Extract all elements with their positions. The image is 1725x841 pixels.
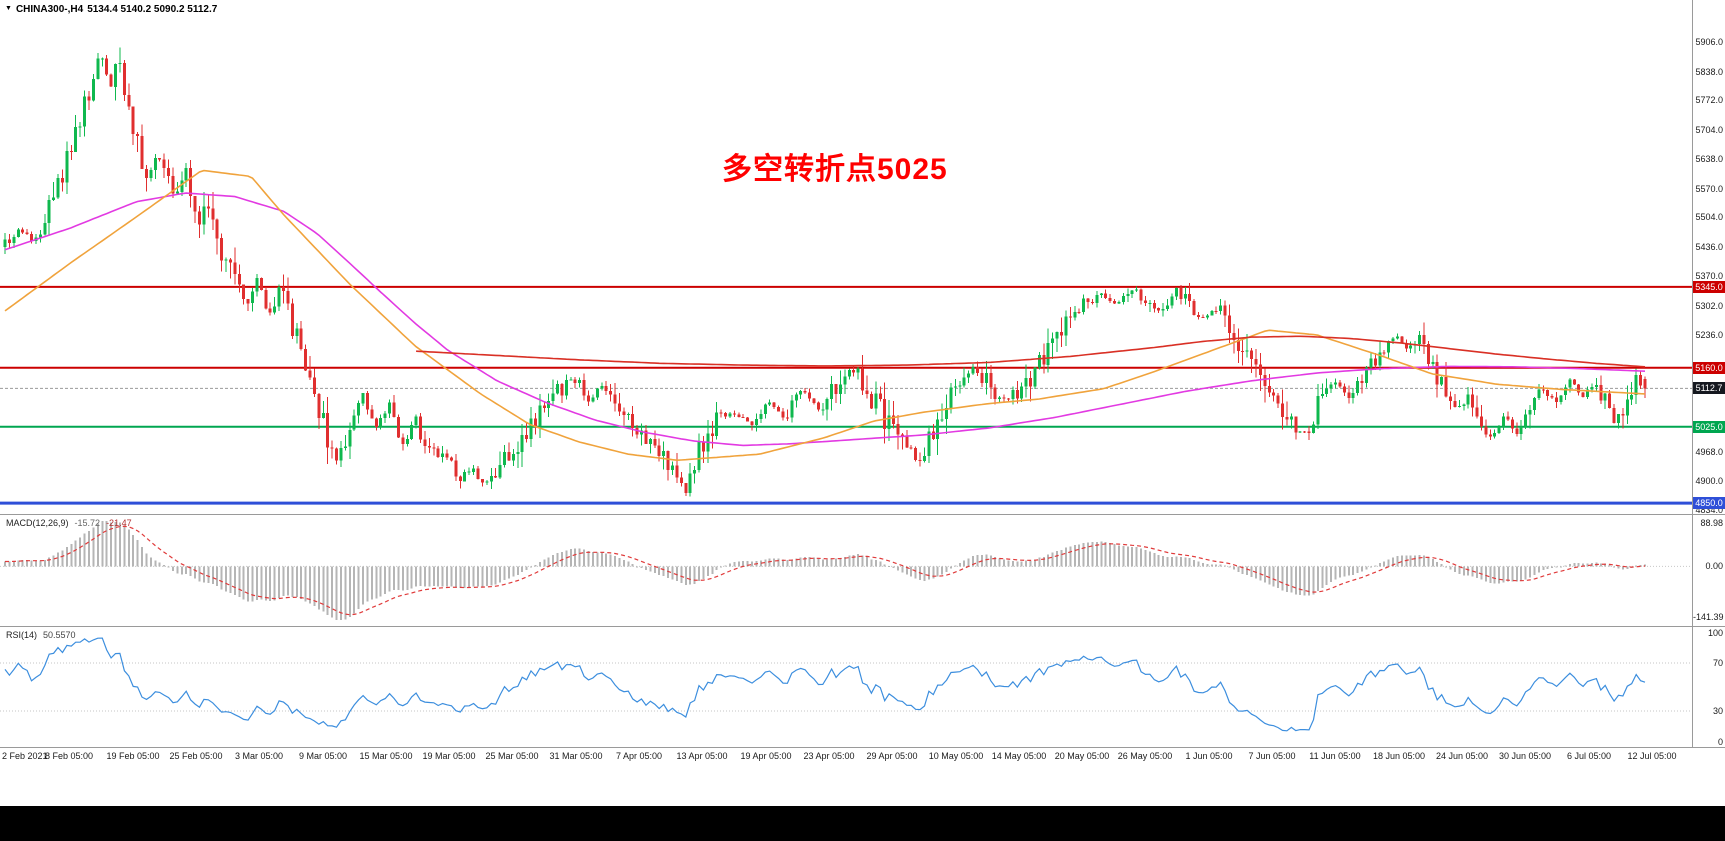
time-axis-label: 19 Mar 05:00 (422, 751, 476, 761)
price-tick-label: 5772.0 (1695, 95, 1723, 105)
macd-signal-line (5, 525, 1646, 616)
chart-annotation: 多空转折点5025 (722, 153, 948, 186)
time-axis-label: 23 Apr 05:00 (803, 751, 855, 761)
ma-magenta (4, 192, 1646, 447)
time-axis-label: 12 Jul 05:00 (1627, 751, 1677, 761)
price-tick-label: 4900.0 (1695, 476, 1723, 486)
time-axis-label: 30 Jun 05:00 (1498, 751, 1552, 761)
macd-axis-label: 0.00 (1705, 561, 1723, 571)
rsi-axis-label: 70 (1712, 658, 1723, 668)
symbol-info: ▼ CHINA300-,H4 5134.4 5140.2 5090.2 5112… (5, 4, 217, 15)
pane-separator[interactable] (0, 626, 1725, 627)
rsi-label-row: RSI(14) 50.5570 (6, 630, 76, 640)
candles (3, 47, 1647, 497)
current-price-badge: 5112.7 (1693, 382, 1725, 394)
price-axis-border (1692, 0, 1693, 748)
price-tick-label: 4968.0 (1695, 447, 1723, 457)
pane-separator (0, 747, 1725, 748)
rsi-label: RSI(14) (6, 630, 38, 640)
macd-indicator-pane[interactable] (0, 515, 1692, 626)
time-axis-label: 7 Jun 05:00 (1248, 751, 1296, 761)
time-axis-label: 6 Jul 05:00 (1566, 751, 1612, 761)
time-axis-label: 3 Mar 05:00 (234, 751, 284, 761)
time-axis-label: 8 Feb 05:00 (44, 751, 94, 761)
time-axis-label: 20 May 05:00 (1054, 751, 1110, 761)
symbol-dropdown-icon[interactable]: ▼ (5, 5, 12, 12)
macd-signal-value: -21.47 (106, 518, 132, 528)
rsi-line (4, 637, 1646, 732)
macd-axis-label: 88.98 (1700, 518, 1723, 528)
time-axis-label: 19 Apr 05:00 (740, 751, 792, 761)
time-axis-label: 25 Mar 05:00 (485, 751, 539, 761)
time-axis-label: 9 Mar 05:00 (298, 751, 348, 761)
time-axis-label: 15 Mar 05:00 (359, 751, 413, 761)
macd-label: MACD(12,26,9) (6, 518, 69, 528)
time-axis-label: 26 May 05:00 (1117, 751, 1173, 761)
rsi-value: 50.5570 (43, 630, 76, 640)
price-tick-label: 5370.0 (1695, 271, 1723, 281)
time-axis-label: 14 May 05:00 (991, 751, 1047, 761)
time-axis-label: 24 Jun 05:00 (1435, 751, 1489, 761)
time-axis-label: 13 Apr 05:00 (676, 751, 728, 761)
ma-red-slow (416, 335, 1646, 368)
time-axis-label: 2 Feb 2021 (2, 751, 48, 761)
price-level-badge: 5160.0 (1693, 362, 1725, 374)
price-tick-label: 5638.0 (1695, 154, 1723, 164)
price-tick-label: 5704.0 (1695, 125, 1723, 135)
price-tick-label: 4834.0 (1695, 505, 1723, 515)
time-axis-label: 25 Feb 05:00 (169, 751, 223, 761)
price-tick-label: 5236.0 (1695, 330, 1723, 340)
pane-separator[interactable] (0, 514, 1725, 515)
rsi-axis-label: 100 (1707, 628, 1723, 638)
time-axis-label: 18 Jun 05:00 (1372, 751, 1426, 761)
macd-label-row: MACD(12,26,9) -15.72 -21.47 (6, 518, 132, 528)
price-level-badge: 5345.0 (1693, 281, 1725, 293)
rsi-axis-label: 30 (1712, 706, 1723, 716)
price-tick-label: 5302.0 (1695, 301, 1723, 311)
price-chart-pane[interactable] (0, 0, 1692, 514)
macd-main-value: -15.72 (74, 518, 101, 528)
price-level-badge: 5025.0 (1693, 421, 1725, 433)
price-tick-label: 5436.0 (1695, 242, 1723, 252)
symbol-ohlc-values: 5134.4 5140.2 5090.2 5112.7 (87, 4, 218, 15)
macd-histogram (4, 520, 1646, 620)
price-tick-label: 5504.0 (1695, 212, 1723, 222)
price-tick-label: 5570.0 (1695, 184, 1723, 194)
rsi-indicator-pane[interactable] (0, 627, 1692, 747)
ma-orange (4, 169, 1646, 462)
price-tick-label: 5838.0 (1695, 67, 1723, 77)
time-axis-label: 19 Feb 05:00 (106, 751, 160, 761)
macd-axis-label: -141.39 (1693, 612, 1724, 622)
time-axis-label: 29 Apr 05:00 (866, 751, 918, 761)
time-axis-label: 1 Jun 05:00 (1185, 751, 1233, 761)
time-axis-label: 31 Mar 05:00 (549, 751, 603, 761)
rsi-axis-label: 0 (1717, 737, 1723, 747)
price-tick-label: 5906.0 (1695, 37, 1723, 47)
price-level-badge: 4850.0 (1693, 497, 1725, 509)
time-axis-label: 11 Jun 05:00 (1309, 751, 1361, 761)
bottom-bar (0, 806, 1725, 841)
symbol-title: CHINA300-,H4 (15, 4, 84, 15)
time-axis-label: 7 Apr 05:00 (615, 751, 663, 761)
time-axis-label: 10 May 05:00 (928, 751, 984, 761)
